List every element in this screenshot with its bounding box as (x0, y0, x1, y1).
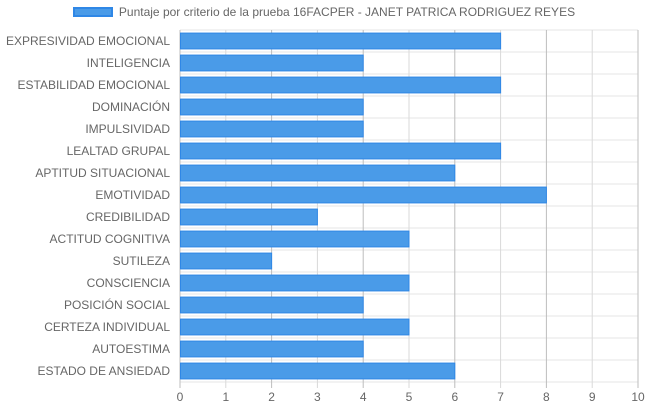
bar (180, 54, 364, 72)
bar (180, 142, 502, 160)
x-tick-label: 2 (268, 390, 275, 404)
chart-legend[interactable]: Puntaje por criterio de la prueba 16FACP… (0, 5, 648, 19)
x-tick-label: 5 (406, 390, 413, 404)
x-tick-label: 1 (222, 390, 229, 404)
y-tick-label: LEALTAD GRUPAL (67, 144, 171, 158)
y-tick-label: ESTABILIDAD EMOCIONAL (18, 78, 171, 92)
y-tick-label: EXPRESIVIDAD EMOCIONAL (6, 34, 170, 48)
bar (180, 296, 364, 314)
bar (180, 32, 502, 50)
x-tick-label: 9 (589, 390, 596, 404)
bar (180, 98, 364, 116)
y-tick-label: IMPULSIVIDAD (85, 122, 170, 136)
x-tick-label: 7 (497, 390, 504, 404)
y-tick-label: AUTOESTIMA (92, 342, 170, 356)
y-tick-label: SUTILEZA (113, 254, 170, 268)
x-tick-label: 4 (360, 390, 367, 404)
bar (180, 230, 410, 248)
bar (180, 274, 410, 292)
x-tick-label: 10 (631, 390, 645, 404)
legend-swatch (72, 7, 113, 17)
legend-label: Puntaje por criterio de la prueba 16FACP… (118, 5, 576, 19)
x-tick-label: 3 (314, 390, 321, 404)
y-tick-label: INTELIGENCIA (87, 56, 170, 70)
y-tick-label: CERTEZA INDIVIDUAL (44, 320, 170, 334)
bar (180, 164, 456, 182)
y-tick-label: CONSCIENCIA (87, 276, 170, 290)
y-tick-label: EMOTIVIDAD (95, 188, 170, 202)
bar (180, 362, 456, 380)
x-tick-label: 6 (451, 390, 458, 404)
bar (180, 208, 318, 226)
y-tick-label: DOMINACIÓN (92, 99, 170, 114)
x-tick-label: 0 (177, 390, 184, 404)
y-tick-label: CREDIBILIDAD (86, 210, 170, 224)
bar (180, 76, 502, 94)
y-tick-label: ESTADO DE ANSIEDAD (38, 364, 171, 378)
y-tick-label: POSICIÓN SOCIAL (64, 297, 170, 312)
bar (180, 252, 273, 270)
bar (180, 186, 547, 204)
y-tick-label: APTITUD SITUACIONAL (35, 166, 170, 180)
bar (180, 120, 364, 138)
x-tick-label: 8 (543, 390, 550, 404)
y-tick-label: ACTITUD COGNITIVA (50, 232, 170, 246)
bar (180, 340, 364, 358)
bar (180, 318, 410, 336)
